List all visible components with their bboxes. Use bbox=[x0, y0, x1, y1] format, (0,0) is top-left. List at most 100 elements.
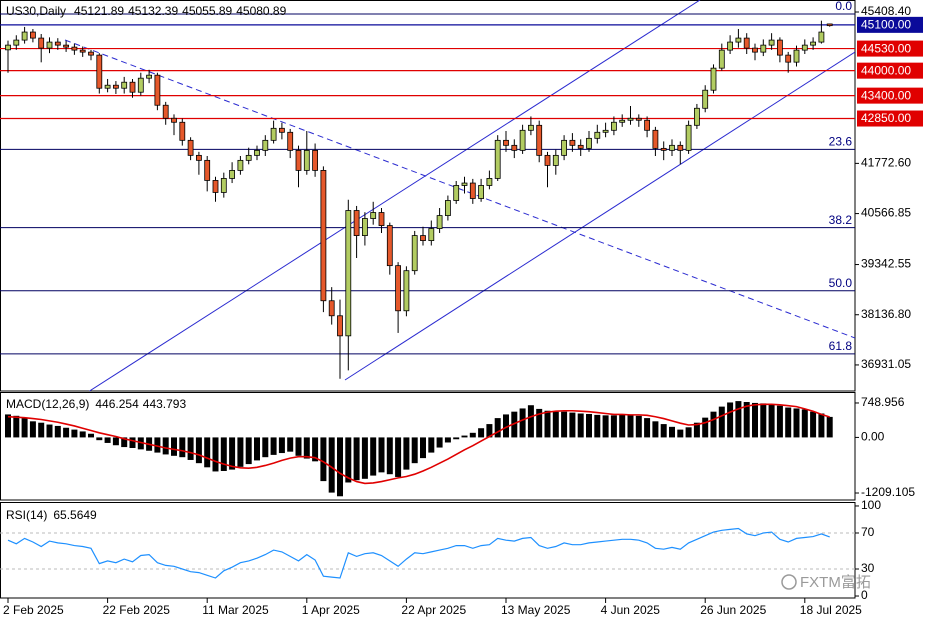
macd-bar bbox=[644, 418, 651, 438]
macd-bar bbox=[793, 408, 800, 438]
macd-bar bbox=[635, 415, 642, 438]
macd-bar bbox=[187, 437, 194, 460]
candle-body bbox=[586, 137, 592, 149]
macd-bar bbox=[586, 413, 592, 438]
x-tick-label: 2 Feb 2025 bbox=[3, 603, 64, 617]
candle-body bbox=[801, 44, 808, 51]
main-panel-frame bbox=[0, 0, 856, 392]
candle-body bbox=[278, 127, 285, 133]
macd-last: 446.254 bbox=[95, 397, 139, 411]
candle-body bbox=[685, 124, 692, 151]
macd-bar bbox=[677, 429, 684, 438]
candle-body bbox=[220, 178, 227, 193]
candle-body bbox=[453, 185, 460, 201]
macd-bar bbox=[220, 437, 227, 471]
macd-bar bbox=[461, 435, 468, 438]
macd-bar bbox=[337, 437, 343, 497]
candle-body bbox=[312, 149, 319, 171]
y-tick-label: 39342.55 bbox=[861, 257, 911, 271]
candle-body bbox=[503, 139, 509, 146]
price-level-box bbox=[857, 110, 923, 127]
candle-body bbox=[104, 84, 111, 89]
macd-bar bbox=[569, 412, 576, 438]
candle-body bbox=[328, 300, 335, 317]
candle-body bbox=[569, 139, 576, 146]
y-tick-label: -1209.105 bbox=[861, 485, 915, 499]
y-tick-label: 38136.80 bbox=[861, 307, 911, 321]
y-tick-label: 748.956 bbox=[861, 395, 905, 409]
macd-bar bbox=[519, 408, 526, 438]
candle-body bbox=[635, 117, 642, 121]
candle-body bbox=[54, 41, 61, 46]
candle-body bbox=[528, 124, 534, 131]
y-tick-label: 40566.85 bbox=[861, 206, 911, 220]
macd-bar bbox=[378, 437, 385, 473]
candle-body bbox=[428, 228, 435, 241]
price-level-label: 44530.00 bbox=[861, 41, 911, 55]
candle-body bbox=[619, 119, 626, 123]
candle-body bbox=[718, 49, 725, 69]
macd-bar bbox=[727, 402, 734, 438]
macd-bar bbox=[494, 418, 501, 438]
y-tick-label: 0.00 bbox=[861, 430, 885, 444]
macd-bar bbox=[428, 437, 435, 453]
candle-body bbox=[96, 54, 103, 89]
macd-bar bbox=[486, 424, 493, 438]
macd-bar bbox=[212, 437, 219, 472]
macd-bar bbox=[154, 437, 161, 453]
macd-bar bbox=[112, 437, 119, 446]
macd-bar bbox=[195, 437, 202, 464]
candle-body bbox=[29, 31, 36, 39]
candle-body bbox=[669, 144, 675, 151]
candle-body bbox=[121, 81, 128, 89]
candle-body bbox=[287, 131, 294, 151]
candle-body bbox=[353, 210, 360, 236]
candle-body bbox=[395, 265, 402, 312]
candle-body bbox=[63, 44, 69, 48]
macd-bar bbox=[785, 407, 792, 438]
macd-bar bbox=[237, 437, 244, 467]
macd-bar bbox=[436, 437, 443, 448]
candle-body bbox=[469, 182, 476, 199]
macd-bar bbox=[577, 413, 584, 438]
candle-body bbox=[735, 37, 742, 43]
macd-bar bbox=[453, 437, 460, 440]
rsi-last: 65.5649 bbox=[53, 508, 97, 522]
macd-bar bbox=[303, 437, 310, 459]
fib-level-label: 50.0 bbox=[829, 276, 853, 290]
candle-body bbox=[552, 154, 559, 166]
macd-bar bbox=[137, 437, 144, 450]
price-level-label: 44000.00 bbox=[861, 63, 911, 77]
macd-bar bbox=[527, 405, 534, 438]
macd-bar bbox=[71, 429, 78, 438]
macd-bar bbox=[444, 437, 451, 443]
macd-bar bbox=[503, 414, 509, 438]
candle-body bbox=[171, 117, 177, 123]
macd-bar bbox=[370, 437, 377, 476]
candle-body bbox=[88, 51, 94, 56]
macd-bar bbox=[171, 437, 177, 456]
macd-bar bbox=[63, 427, 70, 438]
rsi-line bbox=[7, 527, 830, 579]
macd-bar bbox=[262, 437, 269, 458]
candle-body bbox=[13, 39, 20, 46]
candle-body bbox=[461, 182, 468, 186]
macd-bar bbox=[552, 411, 559, 438]
candle-body bbox=[486, 178, 493, 186]
channel-lower bbox=[344, 51, 855, 381]
price-level-label: 42850.00 bbox=[861, 111, 911, 125]
candle-body bbox=[793, 49, 800, 63]
header-high: 45132.39 bbox=[128, 4, 178, 18]
macd-bar bbox=[478, 428, 485, 438]
x-tick-label: 18 Jul 2025 bbox=[800, 603, 862, 617]
macd-bar bbox=[660, 424, 667, 438]
candle-body bbox=[785, 54, 792, 63]
macd-bar bbox=[245, 437, 252, 465]
main-header: US30,Daily 45121.89 45132.39 45055.89 45080.… bbox=[6, 4, 287, 18]
macd-bar bbox=[328, 437, 335, 493]
price-level-label: 43400.00 bbox=[861, 88, 911, 102]
header-close: 45080.89 bbox=[236, 4, 286, 18]
macd-bar bbox=[179, 437, 186, 458]
signal-last: 443.793 bbox=[143, 397, 187, 411]
macd-bar bbox=[594, 414, 601, 438]
